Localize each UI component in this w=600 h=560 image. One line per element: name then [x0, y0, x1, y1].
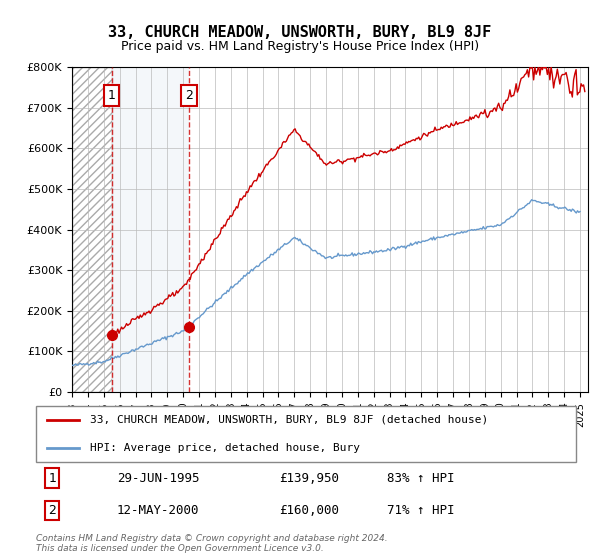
- Text: HPI: Average price, detached house, Bury: HPI: Average price, detached house, Bury: [90, 443, 360, 453]
- Text: 33, CHURCH MEADOW, UNSWORTH, BURY, BL9 8JF (detached house): 33, CHURCH MEADOW, UNSWORTH, BURY, BL9 8…: [90, 415, 488, 425]
- Text: 2: 2: [185, 89, 193, 102]
- Bar: [112, 67, 189, 392]
- Text: Price paid vs. HM Land Registry's House Price Index (HPI): Price paid vs. HM Land Registry's House …: [121, 40, 479, 53]
- FancyBboxPatch shape: [36, 406, 576, 462]
- Text: 29-JUN-1995: 29-JUN-1995: [117, 472, 199, 484]
- Text: 83% ↑ HPI: 83% ↑ HPI: [387, 472, 455, 484]
- Text: 33, CHURCH MEADOW, UNSWORTH, BURY, BL9 8JF: 33, CHURCH MEADOW, UNSWORTH, BURY, BL9 8…: [109, 25, 491, 40]
- Text: 12-MAY-2000: 12-MAY-2000: [117, 504, 199, 517]
- Bar: [72, 67, 112, 392]
- Text: 71% ↑ HPI: 71% ↑ HPI: [387, 504, 455, 517]
- Text: 1: 1: [107, 89, 115, 102]
- Text: £139,950: £139,950: [279, 472, 339, 484]
- Text: 2: 2: [48, 504, 56, 517]
- Text: 1: 1: [48, 472, 56, 484]
- Text: Contains HM Land Registry data © Crown copyright and database right 2024.
This d: Contains HM Land Registry data © Crown c…: [36, 534, 388, 553]
- Text: £160,000: £160,000: [279, 504, 339, 517]
